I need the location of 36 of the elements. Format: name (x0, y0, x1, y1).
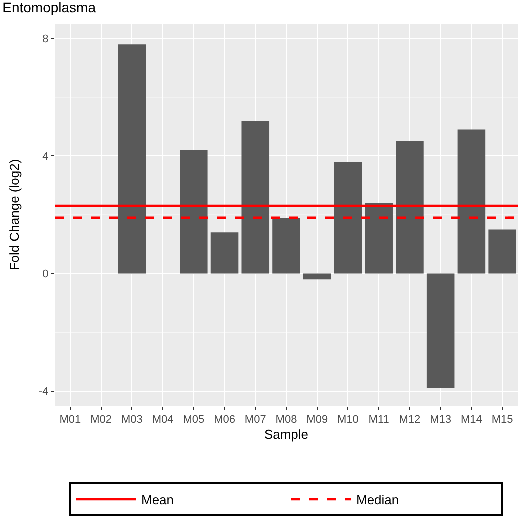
bar (488, 230, 516, 274)
x-tick-label: M02 (90, 414, 112, 426)
bar (365, 203, 393, 274)
x-tick-label: M07 (244, 414, 266, 426)
x-tick-label: M09 (306, 414, 328, 426)
x-tick-label: M11 (368, 414, 390, 426)
bar (118, 44, 146, 274)
x-tick-label: M01 (60, 414, 82, 426)
x-tick-label: M06 (214, 414, 236, 426)
bar (242, 120, 270, 274)
y-tick-label: 8 (42, 34, 49, 46)
bar (426, 274, 455, 388)
legend-label: Mean (142, 492, 174, 508)
x-tick-label: M12 (399, 414, 421, 426)
bar (272, 218, 300, 274)
x-tick-label: M03 (121, 414, 143, 426)
x-tick-label: M05 (183, 414, 205, 426)
x-tick-label: M14 (460, 414, 482, 426)
legend-label: Median (356, 492, 400, 508)
bar (210, 232, 239, 274)
bar (303, 274, 332, 280)
bar (180, 150, 208, 274)
y-axis-title: Fold Change (log2) (7, 159, 22, 271)
y-tick-label: -4 (39, 386, 49, 398)
x-tick-label: M08 (276, 414, 298, 426)
chart-title: Entomoplasma (2, 0, 96, 16)
x-tick-label: M04 (152, 414, 174, 426)
x-axis-title: Sample (264, 426, 309, 442)
y-tick-label: 0 (42, 268, 49, 281)
bar (458, 130, 486, 274)
x-tick-label: M13 (430, 414, 452, 426)
x-tick-label: M15 (492, 414, 514, 426)
x-tick-label: M10 (338, 414, 359, 426)
bar (396, 142, 424, 274)
bar (334, 162, 362, 274)
y-tick-label: 4 (42, 151, 49, 164)
